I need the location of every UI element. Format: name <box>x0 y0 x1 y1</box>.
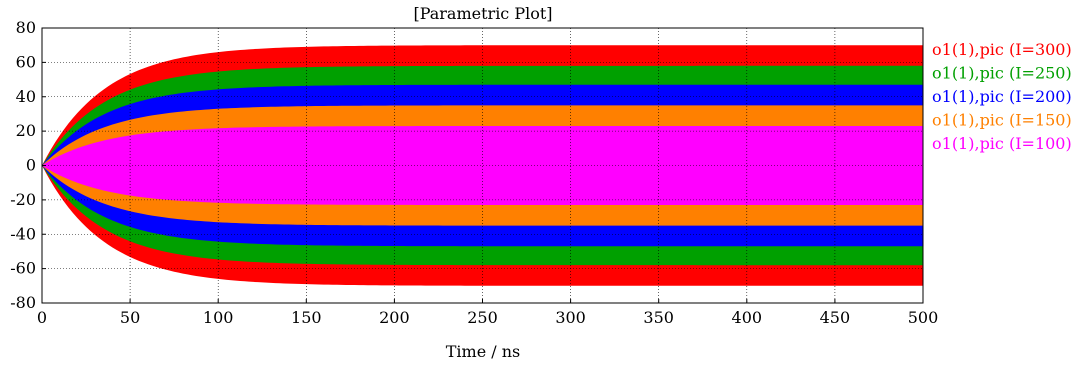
x-axis-label: Time / ns <box>446 342 521 361</box>
x-tick-label: 500 <box>908 308 939 327</box>
x-tick-label: 350 <box>643 308 674 327</box>
series-band-4 <box>42 125 923 206</box>
x-tick-label: 150 <box>291 308 322 327</box>
y-tick-label: -20 <box>10 190 36 209</box>
y-tick-label: 40 <box>16 87 36 106</box>
x-tick-label: 400 <box>732 308 763 327</box>
y-tick-label: -40 <box>10 224 36 243</box>
legend-entry-4: o1(1),pic (I=100) <box>932 134 1072 153</box>
grid-layer <box>42 28 923 303</box>
legend-entry-1: o1(1),pic (I=250) <box>932 64 1072 83</box>
y-tick-label: 0 <box>26 156 36 175</box>
y-tick-label: -80 <box>10 293 36 312</box>
x-axis-ticks: 0 50 100 150 200 250 300 350 400 450 500 <box>37 299 938 327</box>
y-tick-label: -60 <box>10 259 36 278</box>
x-tick-label: 250 <box>467 308 498 327</box>
x-tick-label: 300 <box>555 308 586 327</box>
y-tick-label: 80 <box>16 18 36 37</box>
y-tick-label: 60 <box>16 52 36 71</box>
legend-entry-0: o1(1),pic (I=300) <box>932 40 1072 59</box>
legend: o1(1),pic (I=300) o1(1),pic (I=250) o1(1),… <box>932 40 1072 153</box>
x-tick-label: 450 <box>820 308 851 327</box>
y-axis-ticks: 80 60 40 20 0 -20 -40 -60 -80 <box>10 18 46 312</box>
x-tick-label: 100 <box>203 308 234 327</box>
x-tick-label: 0 <box>37 308 47 327</box>
series-layer <box>42 45 923 286</box>
y-tick-label: 20 <box>16 121 36 140</box>
chart-title: [Parametric Plot] <box>413 4 552 23</box>
legend-entry-3: o1(1),pic (I=150) <box>932 111 1072 130</box>
x-tick-label: 50 <box>120 308 140 327</box>
x-tick-label: 200 <box>379 308 410 327</box>
legend-entry-2: o1(1),pic (I=200) <box>932 87 1072 106</box>
